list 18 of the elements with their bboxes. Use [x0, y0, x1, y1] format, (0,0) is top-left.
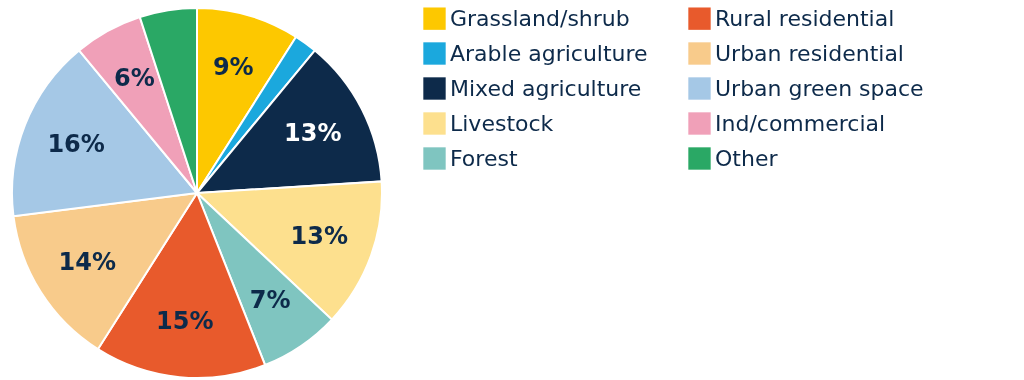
data-label: 13%	[284, 118, 342, 147]
data-label: 6%	[114, 64, 155, 93]
legend-label: Forest	[450, 145, 518, 171]
data-label: 15%	[156, 307, 214, 336]
legend-label: Urban residential	[715, 40, 904, 66]
legend-label: Rural residential	[715, 5, 895, 31]
data-label: 16%	[47, 130, 105, 159]
legend-label: Livestock	[450, 110, 554, 136]
legend-label: Urban green space	[715, 75, 924, 101]
legend-label: Grassland/shrub	[450, 5, 630, 31]
legend-label: Ind/commercial	[715, 110, 886, 136]
data-label: 14%	[58, 247, 116, 276]
data-label: 9%	[212, 53, 254, 82]
data-label: 7%	[249, 285, 291, 314]
legend-label: Arable agriculture	[450, 40, 648, 66]
legend-label: Mixed agriculture	[450, 75, 642, 101]
data-label: 13%	[290, 222, 349, 251]
legend-label: Other	[715, 145, 779, 171]
